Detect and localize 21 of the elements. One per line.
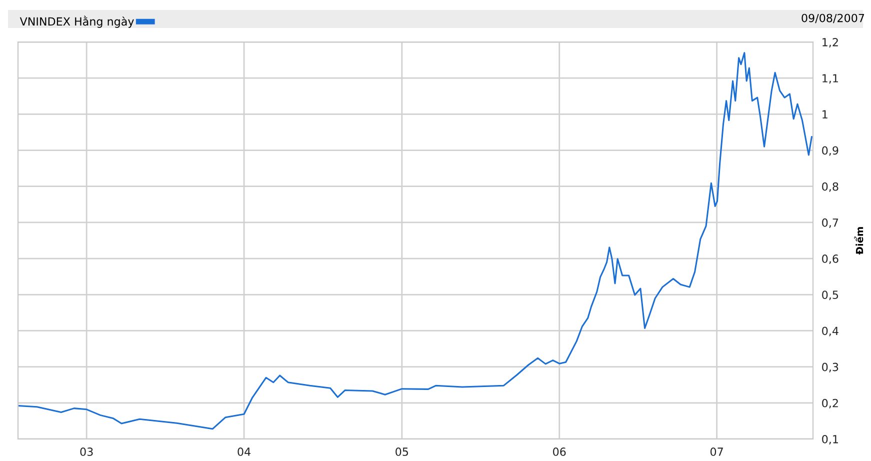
y-tick-label: 0,4 [822,326,838,336]
y-tick-label: 0,6 [822,254,838,264]
x-tick-label: 04 [238,448,250,456]
y-tick-label: 0,5 [822,290,838,300]
y-tick-label: 0,8 [822,182,838,192]
y-tick-label: 0,1 [822,434,838,445]
y-tick-label: 0,7 [822,218,838,228]
x-tick-label: 06 [553,448,566,456]
y-axis-title: Điểm [854,227,864,254]
y-tick-label: 0,9 [822,146,838,156]
y-tick-label: 0,3 [822,362,838,372]
legend-label: VNINDEX Hằng ngày [20,16,134,28]
x-tick-label: 07 [710,448,723,456]
y-tick-label: 1,2 [822,38,838,48]
y-tick-label: 1,1 [822,74,838,84]
y-tick-label: 1 [822,110,828,118]
chart-subtitle: 09/08/2007 [802,14,864,24]
x-tick-label: 05 [396,448,408,456]
y-tick-label: 0,2 [822,398,838,408]
x-tick-label: 03 [80,448,93,456]
line-series [18,52,812,430]
